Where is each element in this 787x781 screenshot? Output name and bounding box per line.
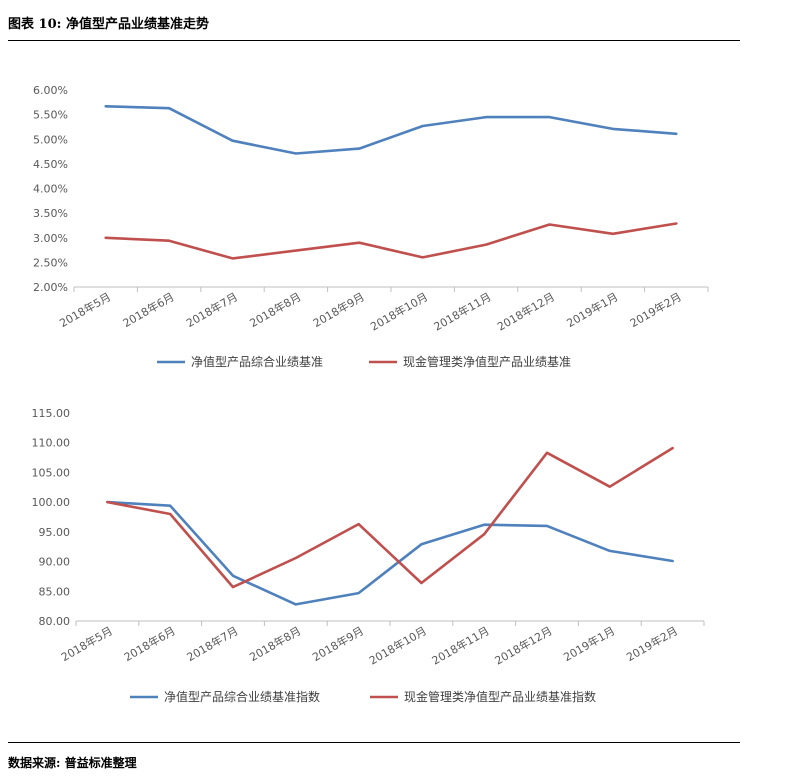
- series-line-2: [104, 222, 678, 260]
- x-tick-label: 2018年7月: [184, 623, 240, 664]
- x-tick-label: 2018年9月: [310, 623, 366, 664]
- y-tick-label: 6.00%: [33, 84, 68, 97]
- y-tick-label: 85.00: [39, 585, 71, 598]
- legend-label: 现金管理类净值型产品业绩基准指数: [404, 689, 596, 704]
- top-rule: [8, 40, 740, 41]
- y-tick-label: 3.00%: [33, 232, 68, 245]
- series-line-2: [106, 446, 674, 589]
- series-line-1: [106, 500, 674, 606]
- x-tick-label: 2018年6月: [121, 623, 177, 664]
- y-tick-label: 110.00: [32, 437, 71, 450]
- x-tick-label: 2018年8月: [247, 623, 303, 664]
- y-tick-label: 4.50%: [33, 158, 68, 171]
- y-tick-label: 4.00%: [33, 183, 68, 196]
- bottom-rule: [8, 742, 740, 743]
- chart-top-rate: 2.00% 2.50% 3.00% 3.50% 4.00% 4.50% 5.00% 5.50%…: [33, 84, 709, 369]
- x-tick-label: 2019年2月: [624, 623, 680, 664]
- y-tick-label: 5.00%: [33, 133, 68, 146]
- y-tick-label: 100.00: [32, 496, 71, 509]
- y-tick-label: 5.50%: [33, 109, 68, 122]
- legend-label: 净值型产品综合业绩基准: [191, 354, 323, 369]
- y-tick-label: 95.00: [39, 526, 71, 539]
- y-tick-label: 2.50%: [33, 256, 68, 269]
- x-tick-label: 2018年12月: [492, 623, 554, 667]
- data-source: 数据来源: 普益标准整理: [8, 756, 137, 770]
- legend-label: 净值型产品综合业绩基准指数: [164, 689, 320, 704]
- figure-title: 图表 10: 净值型产品业绩基准走势: [8, 17, 209, 32]
- x-tick-label: 2018年5月: [59, 623, 115, 664]
- x-tick-label: 2018年11月: [429, 623, 491, 667]
- y-tick-label: 3.50%: [33, 207, 68, 220]
- y-tick-label: 80.00: [39, 615, 71, 628]
- y-tick-label: 2.00%: [33, 281, 68, 294]
- x-tick-label: 2019年1月: [561, 623, 617, 664]
- y-tick-label: 90.00: [39, 556, 71, 569]
- y-tick-label: 115.00: [32, 407, 71, 420]
- series-line-1: [104, 105, 678, 155]
- x-tick-label: 2018年10月: [366, 623, 428, 667]
- legend-label: 现金管理类净值型产品业绩基准: [403, 354, 571, 369]
- y-tick-label: 105.00: [32, 466, 71, 479]
